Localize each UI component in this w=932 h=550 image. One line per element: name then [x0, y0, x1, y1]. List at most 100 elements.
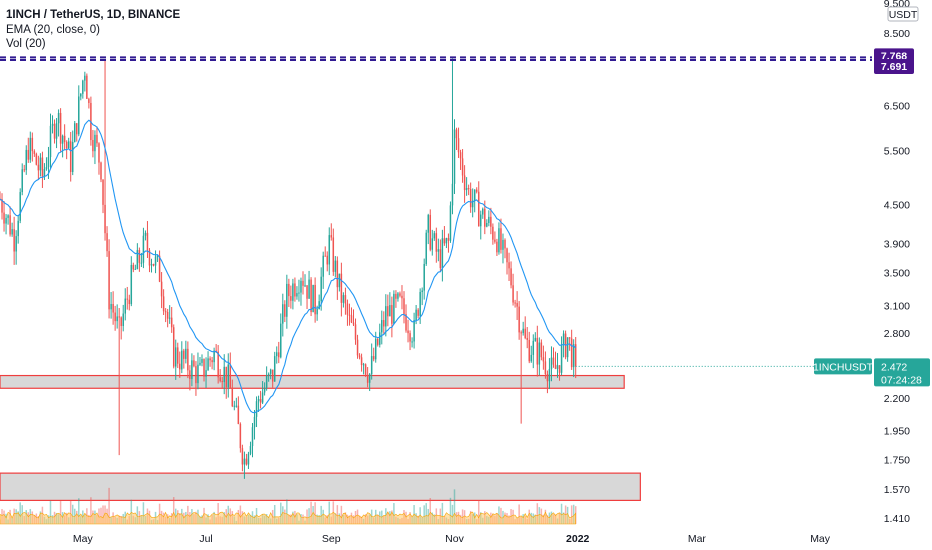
candle: [132, 262, 135, 273]
time-axis-bg: [0, 528, 872, 550]
ema-indicator-label[interactable]: EMA (20, close, 0): [6, 23, 100, 36]
candle-body: [366, 374, 369, 383]
candle-body: [486, 222, 488, 227]
candle: [459, 149, 462, 170]
candle-body: [160, 281, 163, 297]
candle: [162, 289, 165, 315]
candle-body: [45, 167, 48, 169]
candle-body: [282, 304, 284, 324]
candle-body: [518, 306, 520, 333]
candle: [120, 316, 122, 340]
candle-body: [71, 142, 74, 172]
candle-body: [122, 313, 124, 327]
candle: [306, 285, 308, 310]
currency-box[interactable]: [887, 6, 919, 22]
candle: [11, 222, 13, 237]
volume-bar: [172, 497, 175, 524]
candle: [447, 233, 450, 253]
candle: [288, 278, 290, 307]
candle: [61, 134, 64, 158]
candle: [106, 226, 108, 257]
candle: [512, 273, 514, 306]
candle: [298, 279, 300, 302]
candle: [76, 122, 78, 142]
candle-body: [320, 276, 322, 302]
candle-body: [39, 157, 42, 171]
candle: [134, 264, 137, 270]
candle: [100, 161, 102, 183]
currency-label[interactable]: USDT: [887, 6, 919, 22]
candle-body: [78, 96, 80, 135]
last-price-text: 2.472: [881, 361, 907, 373]
candle-body: [433, 233, 436, 239]
candle-body: [7, 215, 9, 218]
candle-body: [490, 216, 492, 227]
last-price-badge-bg: [874, 358, 930, 387]
chart-legend: 1INCH / TetherUS, 1D, BINANCE EMA (20, c…: [6, 8, 180, 52]
symbol-title[interactable]: 1INCH / TetherUS, 1D, BINANCE: [6, 9, 181, 21]
candle: [112, 291, 114, 325]
candle-body: [233, 405, 236, 407]
candle-body: [473, 189, 476, 201]
candle-body: [187, 348, 189, 371]
candle-body: [451, 183, 454, 206]
support-zone-2[interactable]: [0, 472, 641, 501]
candle-body: [318, 301, 320, 310]
candle-body: [181, 350, 183, 370]
volume-bar: [174, 508, 177, 524]
ticker-badge: 1INCHUSDT: [813, 358, 874, 375]
candle: [385, 294, 387, 337]
candle-body: [290, 296, 292, 301]
volume-indicator-label[interactable]: Vol (20): [6, 38, 46, 50]
candle: [387, 294, 389, 327]
candle: [114, 305, 116, 331]
candle-body: [437, 249, 440, 252]
support-zone-1[interactable]: [0, 374, 625, 389]
volume-bar: [136, 506, 139, 524]
candle: [528, 331, 530, 364]
candle-body: [532, 340, 535, 355]
candle: [514, 299, 516, 308]
y-tick-label: 6.500: [884, 100, 910, 112]
candle-body: [229, 364, 232, 388]
candle-body: [538, 342, 541, 365]
candle-body: [300, 280, 302, 293]
candle-body: [43, 168, 46, 177]
horizontal-lines[interactable]: [0, 56, 872, 62]
candle-body: [253, 416, 256, 428]
candle: [431, 229, 434, 256]
candle: [84, 71, 86, 92]
candle: [326, 251, 328, 272]
candle: [116, 304, 118, 329]
candle-body: [124, 298, 126, 314]
candle: [179, 351, 181, 378]
candle: [217, 345, 219, 384]
candle-body: [429, 214, 432, 250]
candle: [362, 362, 365, 375]
candle: [243, 451, 246, 479]
candle-body: [467, 188, 470, 190]
candle: [195, 361, 197, 396]
volume-bar: [425, 503, 427, 524]
candle: [439, 239, 442, 272]
candle: [201, 354, 203, 367]
candle-body: [304, 285, 306, 287]
candle: [376, 337, 379, 347]
candle: [231, 379, 234, 408]
candle: [488, 210, 490, 227]
candle-body: [138, 250, 141, 263]
candle: [80, 93, 82, 101]
time-axis[interactable]: May Jul Sep Nov 2022 Mar May: [0, 528, 872, 550]
candle: [154, 250, 157, 274]
candle: [235, 397, 238, 408]
candle-body: [49, 125, 52, 158]
volume-bar: [108, 487, 110, 524]
candle: [427, 213, 429, 245]
candle-body: [508, 262, 510, 269]
candle: [142, 227, 145, 269]
candle-body: [488, 216, 490, 223]
candle: [550, 346, 553, 382]
price-axis[interactable]: 9.500 8.500 6.500 5.500 4.500 3.900 3.500 3.100…: [872, 0, 932, 550]
